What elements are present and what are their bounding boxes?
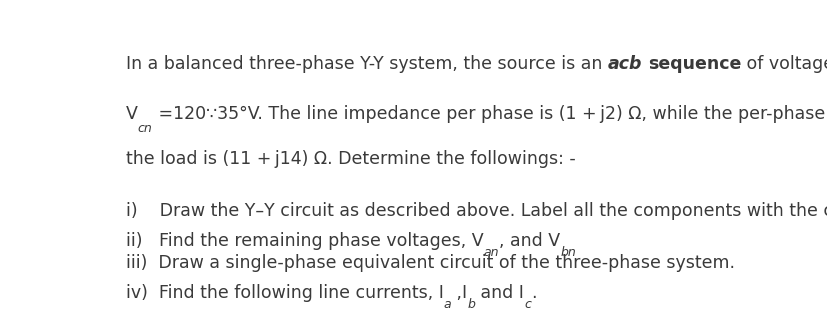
Text: of voltages and given: of voltages and given [740,55,827,73]
Text: V: V [126,105,137,123]
Text: sequence: sequence [647,55,740,73]
Text: b: b [467,298,475,311]
Text: bn: bn [560,246,576,259]
Text: ,I: ,I [451,284,467,302]
Text: , and V: , and V [499,232,560,250]
Text: c: c [523,298,531,311]
Text: and I: and I [475,284,523,302]
Text: .: . [531,284,536,302]
Text: a: a [443,298,451,311]
Text: ii)   Find the remaining phase voltages, V: ii) Find the remaining phase voltages, V [126,232,483,250]
Text: cn: cn [137,122,152,135]
Text: the load is (11 + j14) Ω. Determine the followings: -: the load is (11 + j14) Ω. Determine the … [126,150,575,168]
Text: acb: acb [607,55,642,73]
Text: i)    Draw the Y–Y circuit as described above. Label all the components with the: i) Draw the Y–Y circuit as described abo… [126,202,827,220]
Text: iii)  Draw a single-phase equivalent circuit of the three-phase system.: iii) Draw a single-phase equivalent circ… [126,254,734,272]
Text: =120∵35°V. The line impedance per phase is (1 + j2) Ω, while the per-phase imped: =120∵35°V. The line impedance per phase … [152,105,827,123]
Text: In a balanced three-phase Y-Y system, the source is an: In a balanced three-phase Y-Y system, th… [126,55,607,73]
Text: an: an [483,246,499,259]
Text: iv)  Find the following line currents, I: iv) Find the following line currents, I [126,284,443,302]
